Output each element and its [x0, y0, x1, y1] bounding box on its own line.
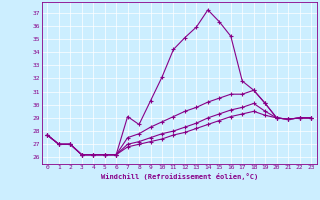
X-axis label: Windchill (Refroidissement éolien,°C): Windchill (Refroidissement éolien,°C)	[100, 173, 258, 180]
